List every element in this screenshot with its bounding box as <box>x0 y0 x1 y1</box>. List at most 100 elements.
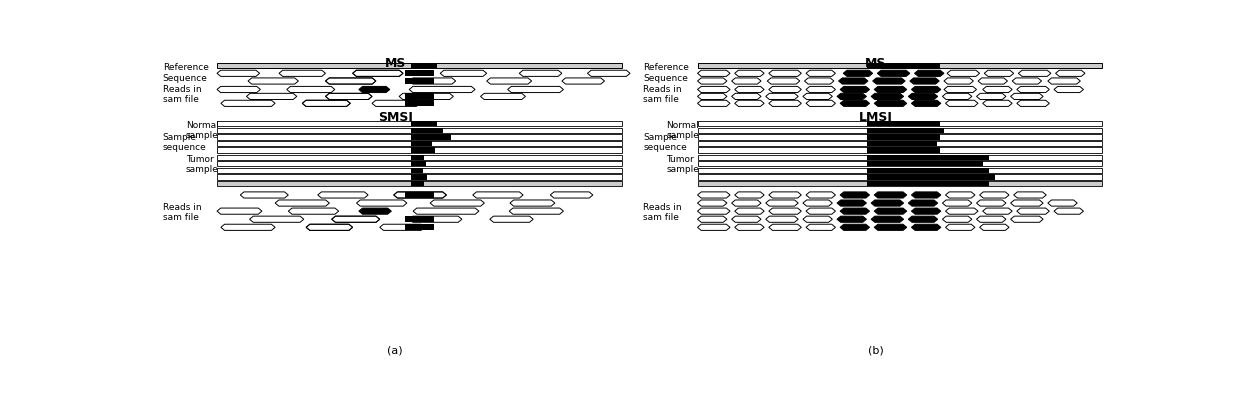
Polygon shape <box>440 70 486 76</box>
Polygon shape <box>732 216 761 222</box>
Text: Normal
sample: Normal sample <box>186 121 219 140</box>
Text: Reference
Sequence: Reference Sequence <box>644 63 689 83</box>
Bar <box>217 174 621 180</box>
Text: Sample
sequence: Sample sequence <box>162 133 207 152</box>
Bar <box>868 161 983 166</box>
Polygon shape <box>352 70 403 76</box>
Polygon shape <box>908 216 937 222</box>
Polygon shape <box>806 70 836 76</box>
Polygon shape <box>804 94 832 99</box>
Polygon shape <box>769 100 801 106</box>
Bar <box>412 174 427 180</box>
Polygon shape <box>769 224 801 230</box>
Polygon shape <box>806 224 836 230</box>
Polygon shape <box>221 224 275 230</box>
Polygon shape <box>766 94 799 99</box>
Polygon shape <box>1011 216 1043 222</box>
Polygon shape <box>806 100 836 106</box>
Polygon shape <box>1014 192 1047 198</box>
Polygon shape <box>306 224 352 230</box>
Polygon shape <box>734 208 764 214</box>
Polygon shape <box>358 87 389 93</box>
Polygon shape <box>734 224 764 230</box>
Bar <box>868 121 940 126</box>
Polygon shape <box>734 87 764 93</box>
Polygon shape <box>915 70 944 76</box>
Bar <box>412 147 435 152</box>
Bar <box>412 168 423 173</box>
Bar <box>697 168 1102 173</box>
Polygon shape <box>248 78 299 84</box>
Polygon shape <box>588 70 630 76</box>
Bar <box>868 134 940 140</box>
Polygon shape <box>551 192 593 198</box>
Polygon shape <box>841 87 869 93</box>
Text: SMSI: SMSI <box>378 111 413 124</box>
Polygon shape <box>804 200 832 206</box>
Bar <box>868 181 988 186</box>
Text: MS: MS <box>384 57 405 70</box>
Bar <box>868 147 940 152</box>
Polygon shape <box>1011 200 1043 206</box>
Polygon shape <box>766 200 799 206</box>
Polygon shape <box>982 100 1012 106</box>
Polygon shape <box>870 200 904 206</box>
Polygon shape <box>977 94 1006 99</box>
Polygon shape <box>288 208 339 214</box>
Text: Reference
Sequence: Reference Sequence <box>162 63 208 83</box>
Bar <box>405 192 434 198</box>
Bar <box>697 161 1102 166</box>
Polygon shape <box>769 208 801 214</box>
Polygon shape <box>841 100 869 106</box>
Text: Reads in
sam file: Reads in sam file <box>162 203 201 222</box>
Polygon shape <box>357 200 407 206</box>
Polygon shape <box>734 100 764 106</box>
Polygon shape <box>409 216 463 222</box>
Polygon shape <box>908 200 937 206</box>
Polygon shape <box>332 216 379 222</box>
Polygon shape <box>769 87 801 93</box>
Bar <box>868 168 988 173</box>
Polygon shape <box>980 192 1009 198</box>
Bar <box>217 121 621 126</box>
Polygon shape <box>804 216 832 222</box>
Polygon shape <box>911 224 941 230</box>
Polygon shape <box>1018 70 1052 76</box>
Polygon shape <box>942 200 972 206</box>
Polygon shape <box>841 192 869 198</box>
Polygon shape <box>837 216 867 222</box>
Polygon shape <box>874 208 906 214</box>
Polygon shape <box>841 224 869 230</box>
Polygon shape <box>241 192 288 198</box>
Polygon shape <box>697 94 727 99</box>
Bar <box>697 140 1102 146</box>
Text: Sample
sequence: Sample sequence <box>644 133 687 152</box>
Polygon shape <box>490 216 533 222</box>
Polygon shape <box>982 208 1012 214</box>
Polygon shape <box>734 70 764 76</box>
Polygon shape <box>874 87 906 93</box>
Polygon shape <box>697 216 727 222</box>
Polygon shape <box>874 192 906 198</box>
Polygon shape <box>837 94 867 99</box>
Polygon shape <box>908 94 937 99</box>
Polygon shape <box>303 100 351 106</box>
Polygon shape <box>874 100 906 106</box>
Bar <box>405 78 434 84</box>
Bar <box>405 216 434 222</box>
Bar <box>868 63 940 68</box>
Text: Reads in
sam file: Reads in sam file <box>644 85 682 104</box>
Text: Reads in
sam file: Reads in sam file <box>644 203 682 222</box>
Polygon shape <box>768 78 800 84</box>
Polygon shape <box>697 100 730 106</box>
Polygon shape <box>1048 78 1080 84</box>
Polygon shape <box>379 224 424 230</box>
Polygon shape <box>1048 200 1078 206</box>
Bar <box>217 181 621 186</box>
Polygon shape <box>697 208 730 214</box>
Polygon shape <box>697 70 730 76</box>
Polygon shape <box>734 192 764 198</box>
Polygon shape <box>977 200 1006 206</box>
Polygon shape <box>486 78 532 84</box>
Polygon shape <box>942 94 972 99</box>
